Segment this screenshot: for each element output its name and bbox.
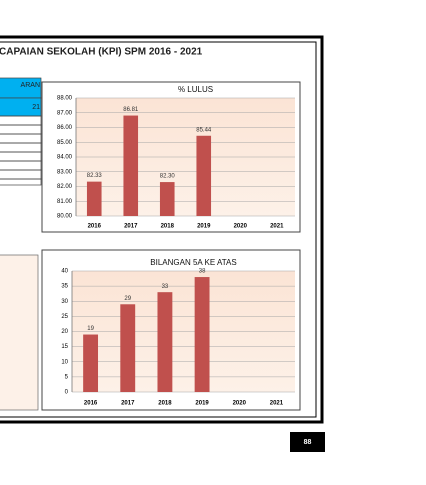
x-tick-label: 2020 (234, 224, 248, 230)
y-tick-label: 86.00 (57, 125, 73, 131)
frame-inner (0, 41, 317, 418)
y-tick-label: 88.00 (57, 96, 73, 102)
y-tick-label: 87.00 (57, 110, 73, 116)
data-label: 82.30 (160, 174, 176, 180)
y-tick-label: 30 (61, 299, 68, 305)
y-tick-label: 82.00 (57, 184, 73, 190)
x-tick-label: 2021 (270, 224, 284, 230)
bar (194, 277, 210, 392)
x-tick-label: 2021 (270, 401, 284, 407)
data-label: 85.44 (196, 127, 212, 133)
x-tick-label: 2017 (121, 401, 135, 407)
y-tick-label: 40 (61, 269, 68, 275)
x-tick-label: 2018 (161, 224, 175, 230)
page-number: 88 (304, 439, 312, 446)
x-tick-label: 2016 (84, 401, 98, 407)
bar (157, 292, 173, 392)
data-label: 82.33 (87, 173, 103, 179)
data-label: 29 (124, 296, 131, 302)
data-label: 19 (87, 326, 94, 332)
bar (159, 182, 175, 216)
y-tick-label: 80.00 (57, 214, 73, 220)
page-title: CAPAIAN SEKOLAH (KPI) SPM 2016 - 2021 (0, 47, 203, 58)
chart-title: BILANGAN 5A KE ATAS (150, 258, 236, 267)
x-tick-label: 2019 (195, 401, 209, 407)
data-label: 33 (162, 284, 169, 290)
y-tick-label: 35 (61, 284, 68, 290)
x-tick-label: 2019 (197, 224, 211, 230)
y-tick-label: 85.00 (57, 140, 73, 146)
x-tick-label: 2017 (124, 224, 138, 230)
y-tick-label: 20 (61, 329, 68, 335)
y-tick-label: 81.00 (57, 199, 73, 205)
y-tick-label: 10 (61, 359, 68, 365)
chart-title: % LULUS (178, 85, 213, 94)
y-tick-label: 0 (65, 390, 69, 396)
x-tick-label: 2020 (233, 401, 247, 407)
bar (120, 304, 136, 392)
table-header-text: ARAN (21, 82, 40, 89)
bar (196, 135, 212, 216)
data-label: 38 (199, 269, 206, 275)
y-tick-label: 83.00 (57, 169, 73, 175)
page-number-box (290, 432, 325, 452)
y-tick-label: 84.00 (57, 155, 73, 161)
y-tick-label: 15 (61, 344, 68, 350)
table-rows (0, 115, 42, 186)
side-panel (0, 254, 39, 411)
x-tick-label: 2018 (158, 401, 172, 407)
y-tick-label: 5 (65, 374, 69, 380)
frame-outer (0, 35, 324, 424)
bar (86, 181, 102, 216)
y-tick-label: 25 (61, 314, 68, 320)
x-tick-label: 2016 (88, 224, 102, 230)
bar (123, 115, 139, 216)
bar (83, 334, 99, 392)
table-header-text: 21 (32, 104, 40, 111)
data-label: 86.81 (123, 107, 139, 113)
